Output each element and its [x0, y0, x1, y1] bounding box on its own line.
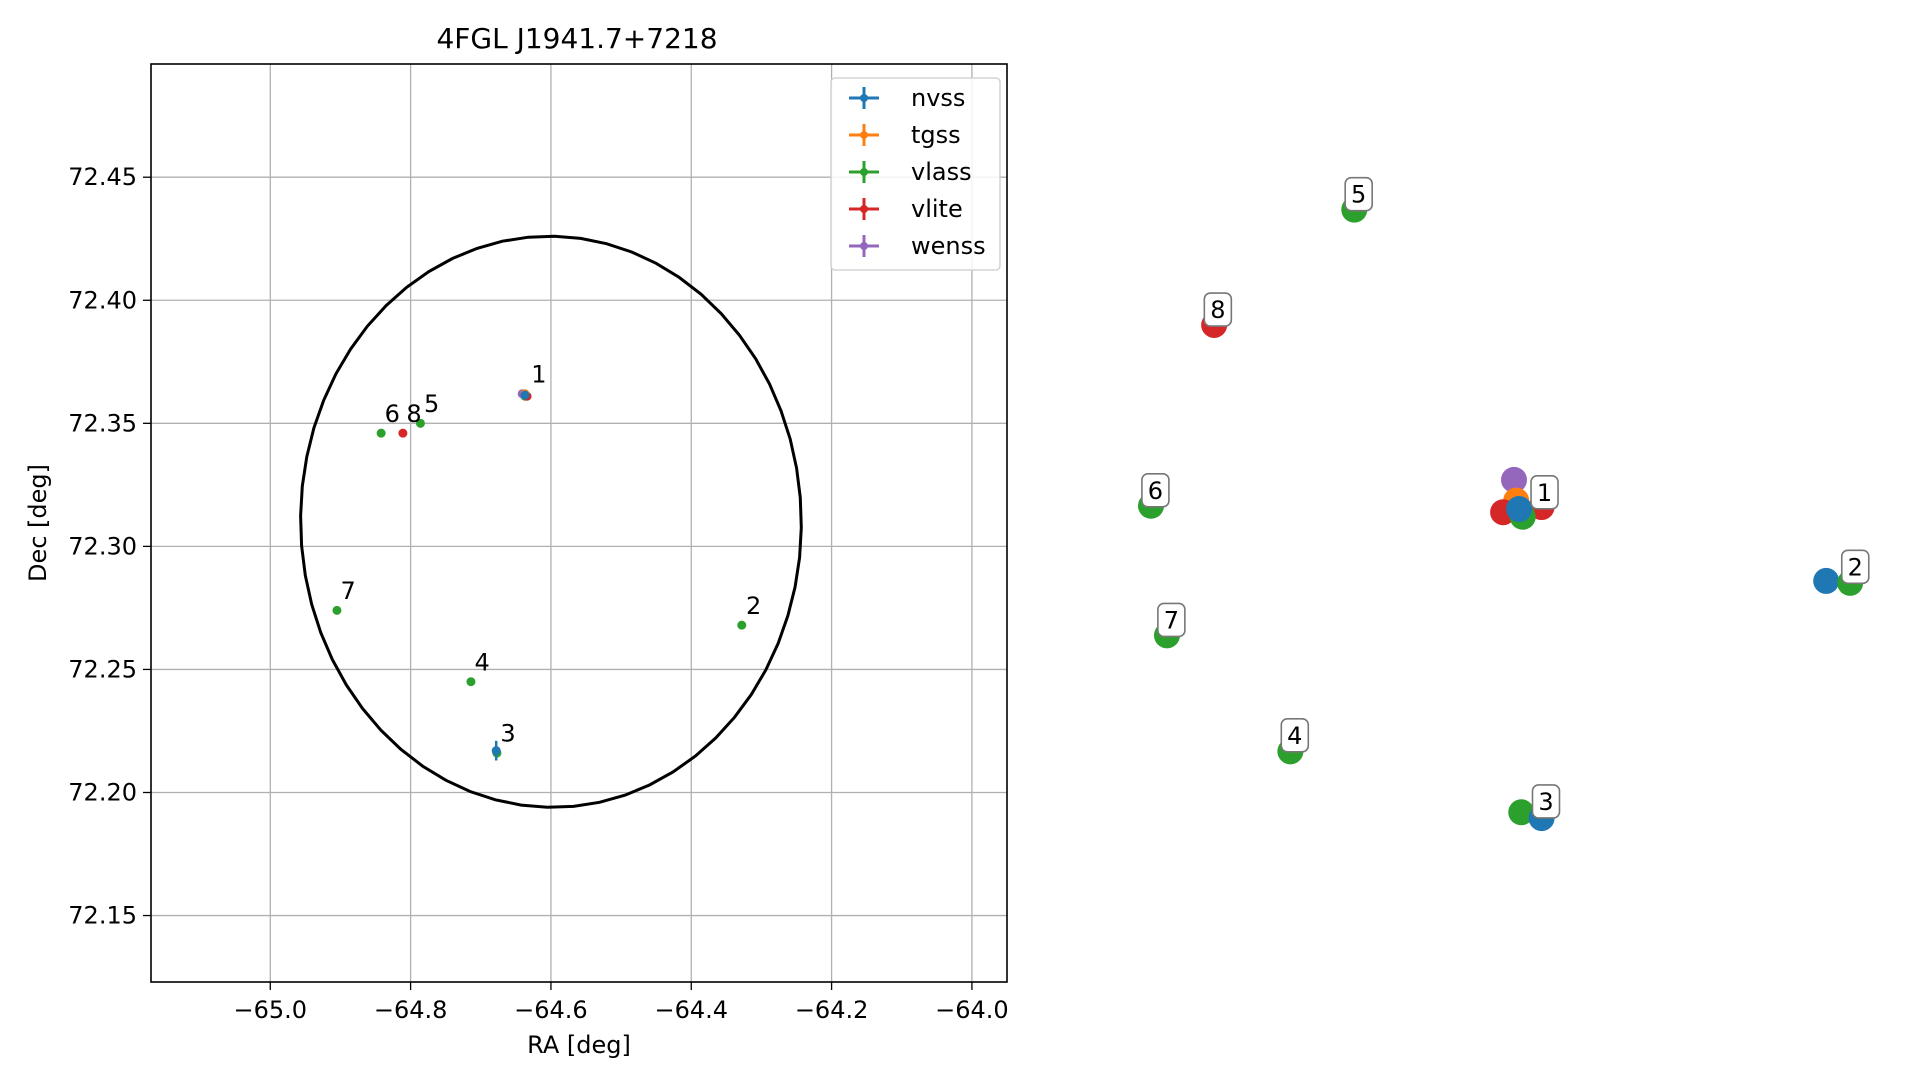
zoom-label-box	[1840, 549, 1870, 585]
zoom-label: 5	[1351, 181, 1366, 209]
zoom-label: 6	[1148, 477, 1163, 505]
nvss-zoom-point	[1813, 567, 1840, 594]
zoom-label: 2	[1848, 553, 1863, 581]
x-tick-label: −64.8	[374, 996, 448, 1024]
vlass-point	[376, 428, 386, 438]
zoom-label: 7	[1164, 606, 1179, 634]
point-labels-layer: 1 2 3 4 56 7 8	[340, 360, 761, 747]
y-axis-label: Dec [deg]	[24, 464, 52, 582]
vlass-point	[415, 418, 425, 428]
legend-marker-dot	[860, 242, 868, 250]
vlass-point	[737, 620, 747, 630]
vlass-point	[466, 677, 476, 687]
zoom-label-box	[1280, 717, 1310, 753]
x-tick-label: −64.2	[795, 996, 869, 1024]
x-axis-label: RA [deg]	[527, 1031, 631, 1059]
y-axis-ticks: 72.15 72.20 72.25 72.30 72.35 72.40 72.45	[68, 163, 151, 930]
x-tick-label: −64.6	[514, 996, 588, 1024]
legend: nvss tgss vlass vlite wenss	[830, 77, 1001, 271]
y-tick-label: 72.15	[68, 902, 137, 930]
x-axis-ticks: −65.0 −64.8 −64.6 −64.4 −64.2 −64.0	[234, 982, 1009, 1024]
source-label: 4	[474, 648, 489, 676]
source-label: 6	[385, 400, 400, 428]
legend-marker-dot	[860, 131, 868, 139]
nvss-point	[491, 746, 501, 756]
vlass-zoom-point	[1508, 799, 1535, 826]
localization-ellipse-layer	[299, 234, 803, 809]
zoom-label: 3	[1538, 788, 1553, 816]
source-label: 3	[500, 720, 515, 748]
legend-marker-dot	[860, 94, 868, 102]
vlass-point	[332, 605, 342, 615]
y-tick-label: 72.45	[68, 163, 137, 191]
legend-label: nvss	[911, 84, 965, 112]
y-tick-label: 72.30	[68, 532, 137, 560]
y-tick-label: 72.20	[68, 778, 137, 806]
wenss-zoom-point	[1501, 466, 1527, 493]
main-plot: 4FGL J1941.7+7218 1 2 3 4 56 7 8 −65.0 −64.8 −64…	[24, 22, 1009, 1059]
y-tick-label: 72.25	[68, 655, 137, 683]
y-tick-label: 72.40	[68, 286, 137, 314]
zoom-label-box	[1531, 784, 1561, 819]
zoom-label-box	[1530, 474, 1559, 510]
legend-label: wenss	[911, 232, 986, 260]
chart-title: 4FGL J1941.7+7218	[436, 22, 717, 55]
legend-marker-dot	[860, 205, 868, 213]
zoom-label: 4	[1287, 722, 1302, 750]
legend-label: vlite	[911, 195, 963, 223]
zoom-label: 1	[1537, 479, 1552, 507]
zoom-label-box	[1344, 176, 1373, 212]
y-tick-label: 72.35	[68, 409, 137, 437]
zoom-label-box	[1157, 602, 1186, 638]
nvss-zoom-point	[1506, 496, 1533, 522]
source-label: 2	[746, 592, 761, 620]
legend-label: tgss	[911, 121, 961, 149]
legend-label: vlass	[911, 158, 972, 186]
source-label: 1	[531, 360, 546, 388]
source-label: 8	[406, 400, 421, 428]
nvss-point	[520, 390, 530, 400]
source-label: 7	[340, 577, 355, 605]
x-tick-label: −65.0	[234, 996, 308, 1024]
legend-marker-dot	[860, 168, 868, 176]
zoom-label-box	[1203, 292, 1233, 327]
vlite-point	[398, 428, 408, 438]
x-tick-label: −64.4	[654, 996, 728, 1024]
points-layer	[332, 389, 747, 761]
source-label: 5	[424, 390, 439, 418]
plot-frame	[150, 63, 1008, 983]
zoom-label-box	[1141, 473, 1170, 508]
localization-ellipse	[299, 234, 803, 809]
x-tick-label: −64.0	[935, 996, 1009, 1024]
legend-box	[830, 77, 1001, 271]
zoom-panel: 1 2 3 4 5 6 7 8	[1138, 176, 1870, 832]
zoom-label: 8	[1210, 296, 1225, 324]
